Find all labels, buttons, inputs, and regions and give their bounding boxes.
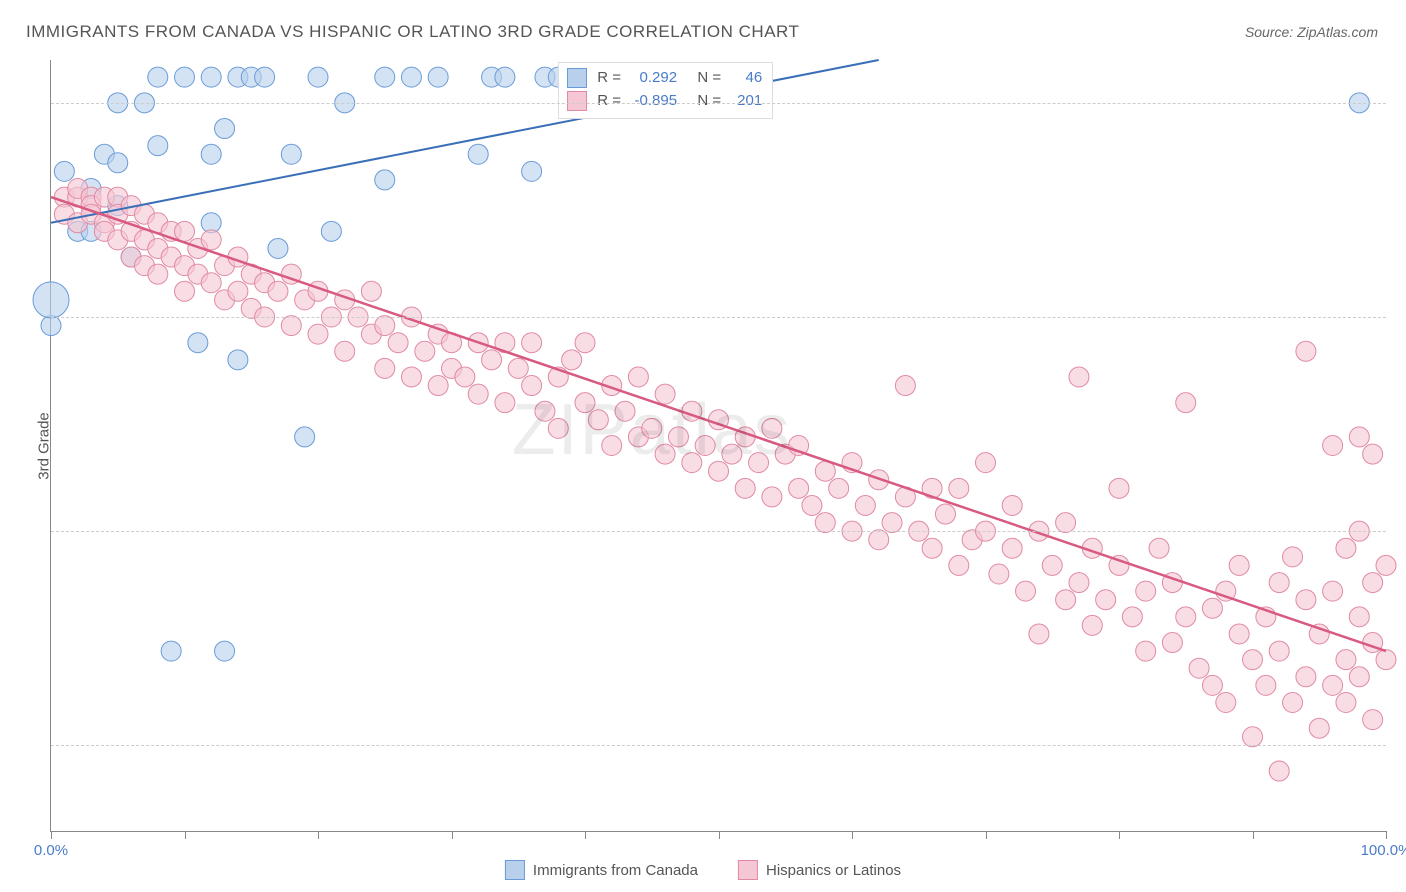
series-2-swatch <box>567 91 587 111</box>
gridline-h <box>51 745 1386 746</box>
x-tick <box>452 831 453 839</box>
legend-swatch-2 <box>738 860 758 880</box>
stats-legend-box: R = 0.292 N = 46 R = -0.895 N = 201 <box>558 62 773 119</box>
stats-row-series-2: R = -0.895 N = 201 <box>567 90 762 113</box>
source-label: Source: ZipAtlas.com <box>1245 24 1378 40</box>
x-tick <box>585 831 586 839</box>
legend-label-1: Immigrants from Canada <box>533 862 698 879</box>
x-tick <box>719 831 720 839</box>
scatter-chart-svg <box>51 60 1386 831</box>
y-tick-label: 97.5% <box>1396 309 1406 326</box>
x-tick <box>986 831 987 839</box>
x-tick <box>1386 831 1387 839</box>
x-tick-label: 100.0% <box>1361 842 1406 859</box>
x-tick <box>318 831 319 839</box>
x-tick <box>51 831 52 839</box>
legend-label-2: Hispanics or Latinos <box>766 862 901 879</box>
x-tick <box>852 831 853 839</box>
legend-item-1: Immigrants from Canada <box>505 860 698 880</box>
legend-swatch-1 <box>505 860 525 880</box>
gridline-h <box>51 531 1386 532</box>
x-tick-label: 0.0% <box>34 842 68 859</box>
legend-item-2: Hispanics or Latinos <box>738 860 901 880</box>
gridline-h <box>51 317 1386 318</box>
x-tick <box>1119 831 1120 839</box>
series-1-swatch <box>567 68 587 88</box>
x-tick <box>1253 831 1254 839</box>
bottom-legend: Immigrants from Canada Hispanics or Lati… <box>505 860 901 880</box>
gridline-h <box>51 103 1386 104</box>
x-tick <box>185 831 186 839</box>
chart-plot-area: ZIPatlas R = 0.292 N = 46 R = -0.895 N =… <box>50 60 1386 832</box>
stats-row-series-1: R = 0.292 N = 46 <box>567 67 762 90</box>
chart-title: IMMIGRANTS FROM CANADA VS HISPANIC OR LA… <box>26 22 799 42</box>
y-tick-label: 92.5% <box>1396 737 1406 754</box>
